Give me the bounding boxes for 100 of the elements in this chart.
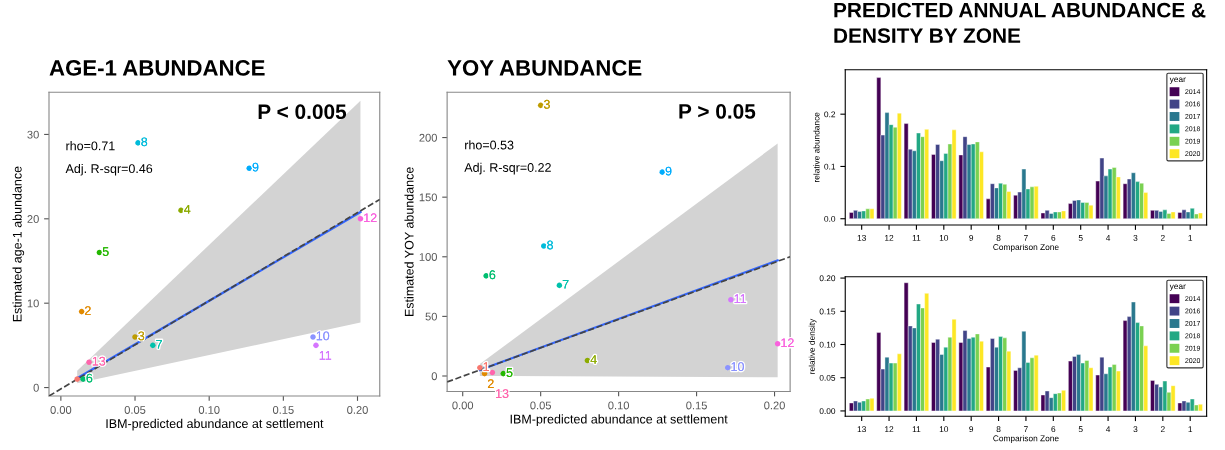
- bar: [1099, 356, 1105, 412]
- bar: [1166, 213, 1172, 219]
- y-tick-label: 200: [419, 133, 437, 142]
- annotation: 4: [590, 355, 597, 364]
- y-tick-label: 10: [27, 299, 39, 308]
- point: [483, 273, 489, 279]
- annotation: 5: [102, 247, 109, 256]
- bar: [1061, 210, 1066, 219]
- y-tick-label: 0: [431, 372, 437, 381]
- point: [78, 308, 85, 315]
- annotation: 3: [543, 99, 550, 109]
- annotation: 8: [141, 137, 148, 147]
- y-tick-label: 20: [27, 215, 39, 223]
- x-tick-label: 12: [885, 234, 894, 241]
- point: [132, 334, 138, 340]
- point: [86, 359, 92, 366]
- x-tick-label: 11: [912, 235, 921, 241]
- y-tick-label: 150: [419, 193, 437, 202]
- bar: [1044, 210, 1050, 219]
- y-tick-label: 0.10: [819, 341, 836, 348]
- bar: [1057, 392, 1062, 412]
- annotation: P < 0.005: [258, 104, 347, 120]
- bar: [1084, 360, 1090, 412]
- x-axis-title: Comparison Zone: [993, 243, 1059, 252]
- bar: [1107, 366, 1113, 412]
- x-tick-label: 9: [969, 426, 974, 433]
- bar: [857, 211, 862, 219]
- x-tick-label: 0.15: [272, 406, 294, 414]
- bar: [1021, 331, 1027, 412]
- x-tick-label: 2: [1160, 234, 1165, 241]
- annotation: 7: [562, 280, 569, 289]
- annotation: 5: [506, 368, 513, 377]
- annotation: rho=0.71: [66, 141, 115, 151]
- x-tick-label: 13: [857, 234, 866, 241]
- bar: [931, 342, 936, 412]
- bar: [994, 187, 999, 219]
- bar: [1076, 199, 1081, 219]
- y-axis-title: Estimated age-1 abundance: [12, 166, 25, 322]
- x-axis-title: IBM-predicted abundance at settlement: [510, 414, 728, 427]
- x-tick-label: 11: [912, 426, 921, 433]
- bar: [975, 141, 980, 219]
- bar: [1053, 211, 1058, 219]
- point: [80, 376, 86, 382]
- point: [724, 364, 731, 371]
- y-tick-label: 0.05: [819, 374, 836, 381]
- bar: [1189, 398, 1195, 412]
- bar: [1158, 211, 1164, 219]
- bar: [1072, 356, 1077, 412]
- bar: [998, 336, 1003, 412]
- annotation: 7: [156, 340, 162, 349]
- bar: [935, 144, 940, 219]
- bar: [1185, 402, 1191, 412]
- bar: [1181, 400, 1187, 412]
- x-tick-label: 6: [1051, 234, 1056, 241]
- annotation: 4: [184, 205, 191, 214]
- point: [728, 296, 734, 303]
- y-axis-title: relative density: [808, 318, 817, 374]
- bar: [1189, 208, 1195, 219]
- annotation: 9: [665, 166, 672, 176]
- bar: [1084, 202, 1090, 219]
- y-tick-label: 0: [33, 383, 39, 392]
- y-axis-title: relative abundance: [813, 112, 820, 183]
- chart-title: YOY ABUNDANCE: [447, 60, 642, 76]
- annotation: 10: [316, 331, 330, 341]
- annotation: 12: [364, 213, 377, 223]
- bar: [962, 330, 968, 412]
- bar: [1198, 212, 1203, 219]
- x-tick-label: 3: [1133, 234, 1138, 241]
- annotation: 12: [781, 338, 794, 348]
- bar: [1150, 210, 1155, 219]
- x-tick-label: 6: [1051, 426, 1056, 433]
- x-tick-label: 0.10: [198, 406, 220, 414]
- bar: [1111, 364, 1117, 412]
- bar: [1068, 203, 1073, 219]
- point: [541, 243, 547, 249]
- y-tick-label: 0.15: [819, 308, 836, 315]
- x-tick-label: 1: [1188, 426, 1193, 433]
- x-tick-label: 4: [1105, 426, 1111, 433]
- x-tick-label: 1: [1188, 235, 1193, 241]
- point: [74, 376, 80, 382]
- bar: [1107, 168, 1113, 219]
- point: [313, 342, 319, 349]
- x-tick-label: 0.20: [347, 406, 368, 414]
- x-tick-label: 0.00: [452, 401, 474, 410]
- bar: [916, 303, 921, 412]
- bar: [990, 338, 995, 412]
- x-tick-label: 0.20: [764, 401, 785, 410]
- point: [477, 364, 483, 371]
- x-tick-label: 0.05: [530, 401, 552, 410]
- x-tick-label: 4: [1105, 235, 1111, 241]
- annotation: P > 0.05: [679, 104, 756, 119]
- y-tick-label: 100: [419, 253, 437, 261]
- bar: [1181, 209, 1187, 219]
- bar: [884, 356, 890, 412]
- y-tick-label: 50: [425, 312, 437, 321]
- bar: [1068, 360, 1073, 412]
- x-tick-label: 10: [939, 234, 949, 241]
- x-tick-label: 10: [939, 426, 949, 433]
- x-tick-label: 0.10: [608, 401, 629, 410]
- annotation: 6: [489, 270, 496, 280]
